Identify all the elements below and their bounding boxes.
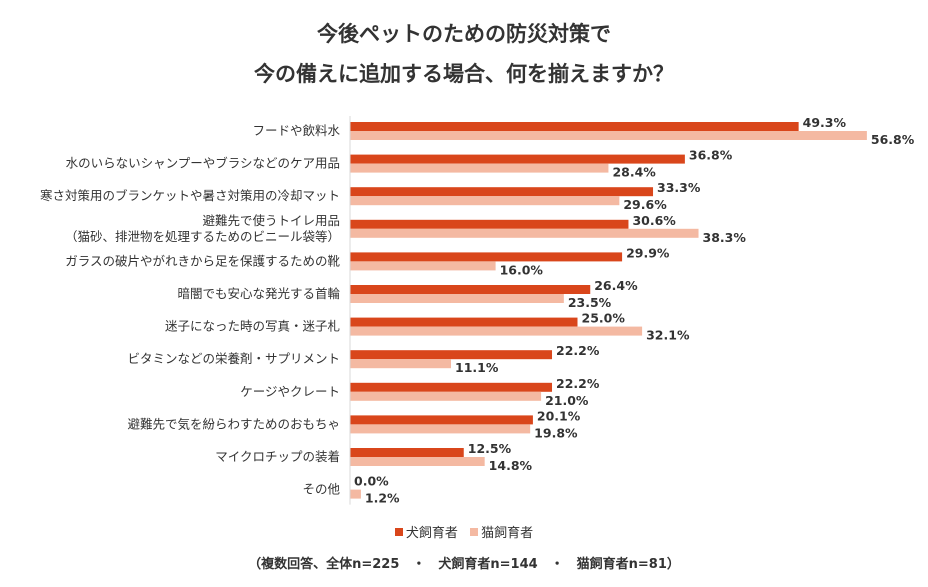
bar-cat [350,261,496,271]
bar-dog [350,252,623,262]
value-label-dog: 30.6% [632,213,676,228]
value-label-dog: 49.3% [803,115,847,130]
legend-item-cat: 猫飼育者 [470,522,533,541]
bar-dog [350,122,799,131]
bar-cat [350,359,452,369]
value-label-cat: 14.8% [489,458,533,473]
value-label-cat: 19.8% [534,425,578,440]
chart-title: 今後ペットのための防災対策で 今の備えに追加する場合、何を揃えますか？ [0,14,928,94]
category-label: マイクロチップの装着 [215,449,340,464]
bar-cat [350,131,867,140]
bar-dog [350,317,578,327]
footnote: （複数回答、全体n=225 ・ 犬飼育者n=144 ・ 猫飼育者n=81） [248,557,680,572]
category-label: 避難先で使うトイレ用品 [202,213,340,228]
category-label: ガラスの破片やがれきから足を保護するための靴 [65,253,340,268]
bar-dog [350,154,685,164]
value-label-cat: 21.0% [545,393,589,408]
bar-cat [350,228,699,238]
value-label-dog: 33.3% [657,180,701,195]
bar-dog [350,415,533,425]
value-label-dog: 12.5% [468,441,512,456]
legend: 犬飼育者 猫飼育者 [0,522,928,541]
value-label-dog: 0.0% [354,474,389,489]
value-label-dog: 22.2% [556,376,600,391]
category-label: 迷子になった時の写真・迷子札 [165,319,340,334]
legend-label-cat: 猫飼育者 [481,526,534,541]
bar-cat [350,457,485,466]
category-label: （猫砂、排泄物を処理するためのビニール袋等） [65,229,340,244]
chart-title-line-1: 今後ペットのための防災対策で [317,22,611,46]
bar-cat [350,294,564,303]
value-label-cat: 23.5% [568,295,612,310]
bar-dog [350,187,654,197]
bar-dog [350,382,553,392]
bar-dog [350,448,464,457]
category-label: ビタミンなどの栄養剤・サプリメント [127,351,340,366]
value-label-cat: 38.3% [703,230,747,245]
value-label-cat: 1.2% [365,491,400,506]
value-label-cat: 11.1% [455,360,499,375]
value-label-dog: 25.0% [582,311,626,326]
bar-dog [350,219,629,229]
bar-dog [350,285,591,294]
bar-chart: フードや飲料水 49.3% 56.8% 水のいらないシャンプーやブラシなどのケア用品 3… [40,115,915,506]
category-label: 避難先で気を紛らわすためのおもちゃ [127,416,340,431]
category-label: ケージやクレート [240,384,340,399]
category-label: その他 [302,482,340,497]
bar-cat [350,424,531,434]
legend-label-dog: 犬飼育者 [405,526,458,541]
bar-cat [350,391,542,401]
value-label-cat: 16.0% [500,262,544,277]
bar-cat [350,326,643,336]
value-label-dog: 36.8% [689,148,733,163]
bar-cat [350,489,361,499]
value-label-dog: 29.9% [626,245,670,260]
bar-cat [350,163,609,173]
value-label-dog: 22.2% [556,343,600,358]
bar-dog [350,350,553,360]
category-label: 暗闇でも安心な発光する首輪 [177,286,340,301]
value-label-cat: 29.6% [623,197,667,212]
legend-swatch-dog [394,528,403,536]
bar-cat [350,196,620,206]
value-label-dog: 20.1% [537,408,581,423]
value-label-cat: 56.8% [871,132,915,147]
value-label-cat: 28.4% [612,165,656,180]
legend-item-dog: 犬飼育者 [394,522,458,541]
category-label: 水のいらないシャンプーやブラシなどのケア用品 [66,156,340,171]
category-label: フードや飲料水 [252,123,340,138]
value-label-dog: 26.4% [594,278,638,293]
chart-title-line-2: 今の備えに追加する場合、何を揃えますか？ [254,62,674,86]
category-label: 寒さ対策用のブランケットや暑さ対策用の冷却マット [40,188,340,203]
legend-swatch-cat [470,528,479,536]
value-label-cat: 32.1% [646,328,690,343]
